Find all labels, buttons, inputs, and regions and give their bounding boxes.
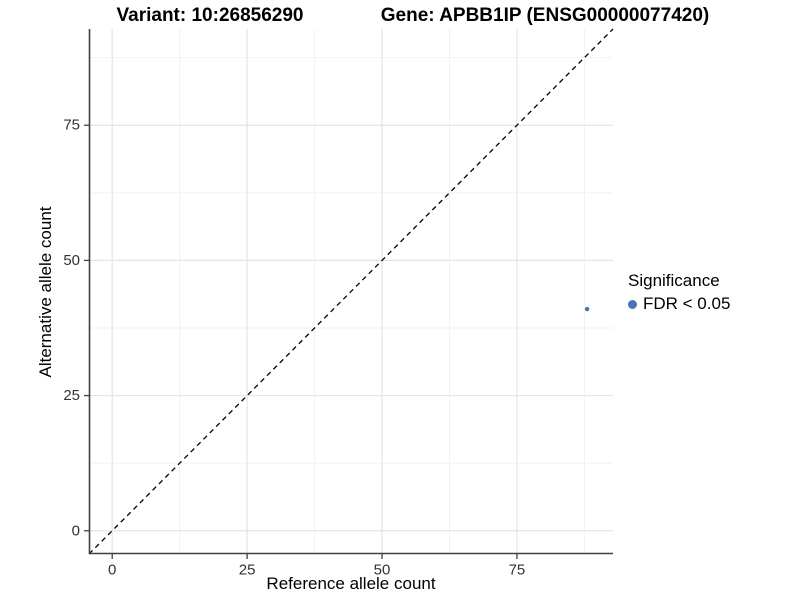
x-tick-label: 75 <box>509 561 526 578</box>
legend: Significance FDR < 0.05 <box>628 271 730 314</box>
legend-item-label: FDR < 0.05 <box>643 294 731 313</box>
y-tick-label: 50 <box>63 252 80 269</box>
y-tick-label: 75 <box>63 117 80 134</box>
x-axis-title: Reference allele count <box>266 574 436 593</box>
y-tick-label: 25 <box>63 387 80 404</box>
data-point <box>584 306 590 312</box>
x-tick-label: 25 <box>239 561 256 578</box>
y-axis-title: Alternative allele count <box>36 206 55 378</box>
plot-title-variant: Variant: 10:26856290 <box>116 5 304 26</box>
plot-title-gene: Gene: APBB1IP (ENSG00000077420) <box>380 5 710 26</box>
x-tick-label: 0 <box>108 561 116 578</box>
chart-panel: 0 25 50 75 0 25 50 75 <box>63 28 614 578</box>
legend-item: FDR < 0.05 <box>628 294 730 314</box>
identity-line <box>88 28 614 555</box>
x-tick-label: 50 <box>374 561 391 578</box>
legend-title: Significance <box>628 271 720 290</box>
legend-point-icon <box>628 299 637 309</box>
y-tick-label: 0 <box>72 522 80 539</box>
